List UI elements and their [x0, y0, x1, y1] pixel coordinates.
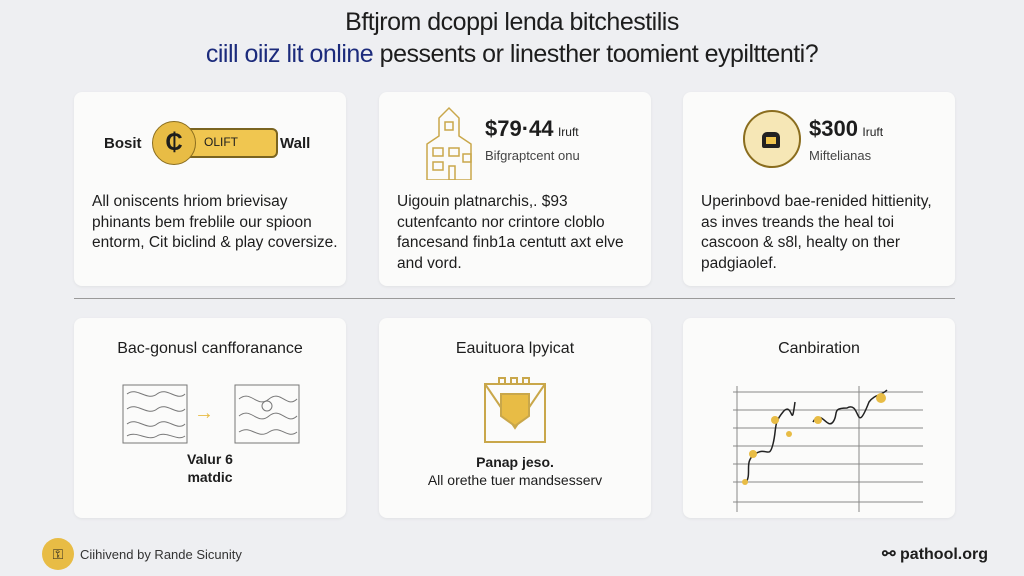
shield-label: All orethe tuer mandsesserv — [427, 472, 603, 488]
building-icon — [426, 106, 472, 180]
card-calibration: Canbiration — [683, 318, 955, 518]
arrow-right-icon: → — [194, 402, 214, 424]
logo-icon: ⚯ — [882, 546, 896, 563]
divider — [74, 298, 955, 299]
coin-icon: ₵ — [152, 121, 196, 165]
logo-text: pathool.org — [900, 546, 988, 563]
toggle-switch[interactable]: OLIFT ₵ — [152, 121, 278, 165]
price-subtitle: Miftelianas — [809, 148, 872, 163]
card-price-robot: $300 Iruft Miftelianas Uperinbovd bae-re… — [683, 92, 955, 286]
security-badge-icon: ⚿ — [42, 538, 74, 570]
comparison-label: Valur 6 matdic — [187, 451, 233, 485]
logo[interactable]: ⚯ pathool.org — [882, 544, 988, 564]
card-body: All oniscents hriom brievisay phinants b… — [92, 193, 338, 251]
card-title: Bac-gonusl canfforanance — [117, 340, 303, 357]
pattern-before-icon — [122, 384, 188, 444]
card-price-building: $79·44 Iruft Bifgraptcent onu Uigouin pl… — [379, 92, 651, 286]
card-body: Uperinbovd bae-renided hittienity, as in… — [701, 193, 932, 272]
card-shield: Eauituora lpyicat Panap jeso. All orethe… — [379, 318, 651, 518]
card-toggle: Bosit OLIFT ₵ Wall All oniscents hriom b… — [74, 92, 346, 286]
robot-coin-icon — [743, 110, 801, 168]
price-subtitle: Bifgraptcent onu — [485, 148, 580, 163]
price-unit: Iruft — [862, 125, 884, 139]
toggle-label: OLIFT — [204, 135, 239, 149]
card-body: Uigouin platnarchis,. $93 cutenfcanto no… — [397, 193, 624, 272]
price: $300 — [809, 116, 858, 141]
subtitle-rest: pessents or linesther toomient eypiltten… — [373, 40, 819, 68]
toggle-left-label: Bosit — [104, 135, 142, 152]
shield-envelope-icon — [484, 377, 546, 443]
page-subtitle: ciill oiiz lit online pessents or linest… — [0, 40, 1024, 69]
card-title: Eauituora lpyicat — [455, 340, 575, 357]
card-comparison: Bac-gonusl canfforanance → Valur 6 matdi… — [74, 318, 346, 518]
footer-credit: Ciihivend by Rande Sicunity — [80, 547, 242, 562]
toggle-right-label: Wall — [280, 135, 311, 152]
price: $79·44 — [485, 116, 554, 141]
pattern-after-icon — [234, 384, 300, 444]
card-title: Canbiration — [778, 340, 860, 357]
price-unit: Iruft — [557, 125, 579, 139]
subtitle-highlight: ciill oiiz lit online — [205, 40, 374, 68]
calibration-line-icon — [733, 386, 923, 512]
page-title: Bftjrom dcoppi lenda bitchestilis — [345, 8, 679, 36]
shield-label-bold: Panap jeso. — [476, 454, 554, 470]
